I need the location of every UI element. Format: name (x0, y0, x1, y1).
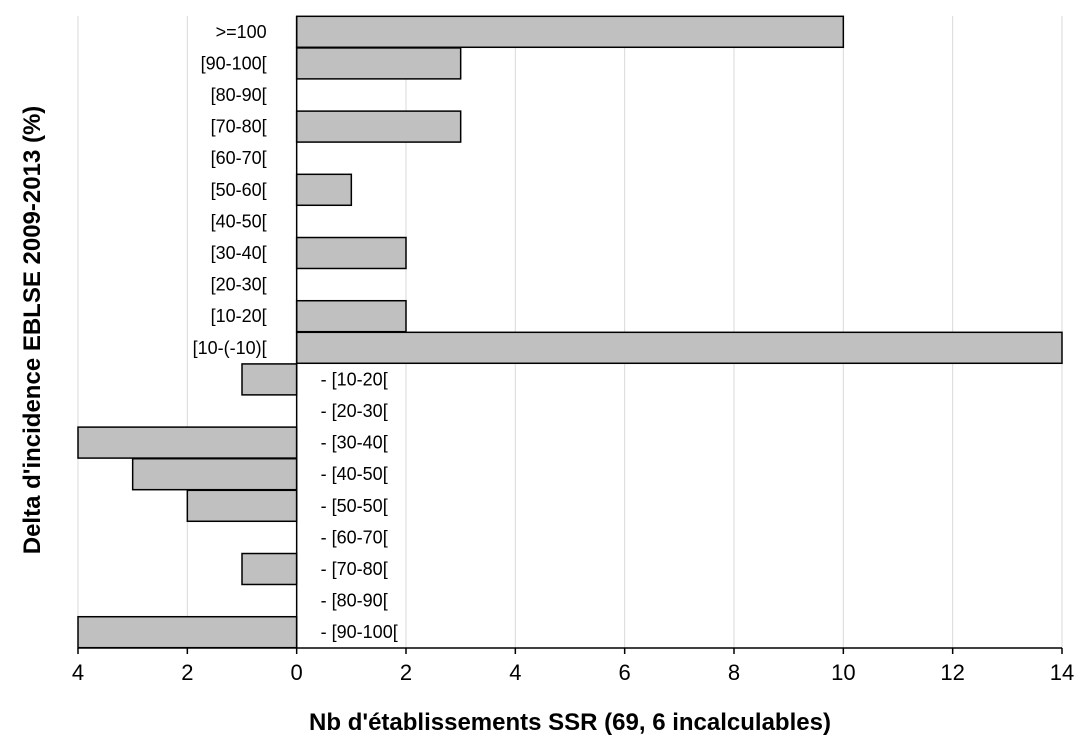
bar-13 (77, 426, 298, 459)
x-axis-title: Nb d'établissements SSR (69, 6 incalcula… (309, 709, 831, 736)
bar-17 (241, 552, 298, 586)
bar-9 (295, 299, 407, 333)
x-tick-label-1: 2 (181, 660, 193, 685)
bar-5 (295, 173, 353, 207)
category-label-12: - [20-30[ (321, 401, 388, 421)
bar-7 (295, 236, 407, 270)
x-tick-label-8: 12 (940, 660, 964, 685)
bar-15 (186, 489, 298, 523)
category-label-11: - [10-20[ (321, 369, 388, 389)
x-tick-label-6: 8 (728, 660, 740, 685)
bars (77, 15, 1063, 649)
x-tick-label-3: 2 (400, 660, 412, 685)
x-tick-labels: 4 2 0 2 4 6 8 10 12 14 (72, 660, 1074, 685)
x-tick-label-9: 14 (1050, 660, 1074, 685)
x-tick-label-7: 10 (831, 660, 855, 685)
category-label-8: [20-30[ (211, 275, 267, 295)
category-label-15: - [50-50[ (321, 496, 388, 516)
x-tick-label-0: 4 (72, 660, 84, 685)
bar-14 (131, 457, 298, 491)
category-label-3: [70-80[ (211, 117, 267, 137)
category-label-19: - [90-100[ (321, 622, 398, 642)
category-label-0: >=100 (216, 22, 267, 42)
category-label-2: [80-90[ (211, 85, 267, 105)
bar-1 (295, 47, 462, 80)
axes (77, 16, 1063, 654)
y-axis-title: Delta d'incidence EBLSE 2009-2013 (%) (19, 106, 46, 555)
category-label-7: [30-40[ (211, 243, 267, 263)
category-label-16: - [60-70[ (321, 527, 388, 547)
category-label-10: [10-(-10)[ (193, 338, 267, 358)
category-label-1: [90-100[ (201, 53, 267, 73)
category-labels: >=100 [90-100[ [80-90[ [70-80[ [60-70[ [50-60… (193, 22, 398, 642)
category-label-5: [50-60[ (211, 180, 267, 200)
bar-10 (295, 331, 1063, 365)
bar-19 (77, 615, 298, 649)
x-tick-label-2: 0 (291, 660, 303, 685)
category-label-14: - [40-50[ (321, 464, 388, 484)
category-label-18: - [80-90[ (321, 591, 388, 611)
category-label-4: [60-70[ (211, 148, 267, 168)
x-tick-label-4: 4 (509, 660, 521, 685)
x-tick-label-5: 6 (619, 660, 631, 685)
bar-0 (295, 15, 845, 49)
category-label-6: [40-50[ (211, 211, 267, 231)
category-label-9: [10-20[ (211, 306, 267, 326)
category-label-17: - [70-80[ (321, 559, 388, 579)
category-label-13: - [30-40[ (321, 433, 388, 453)
bar-11 (241, 363, 298, 396)
bar-3 (295, 110, 462, 143)
